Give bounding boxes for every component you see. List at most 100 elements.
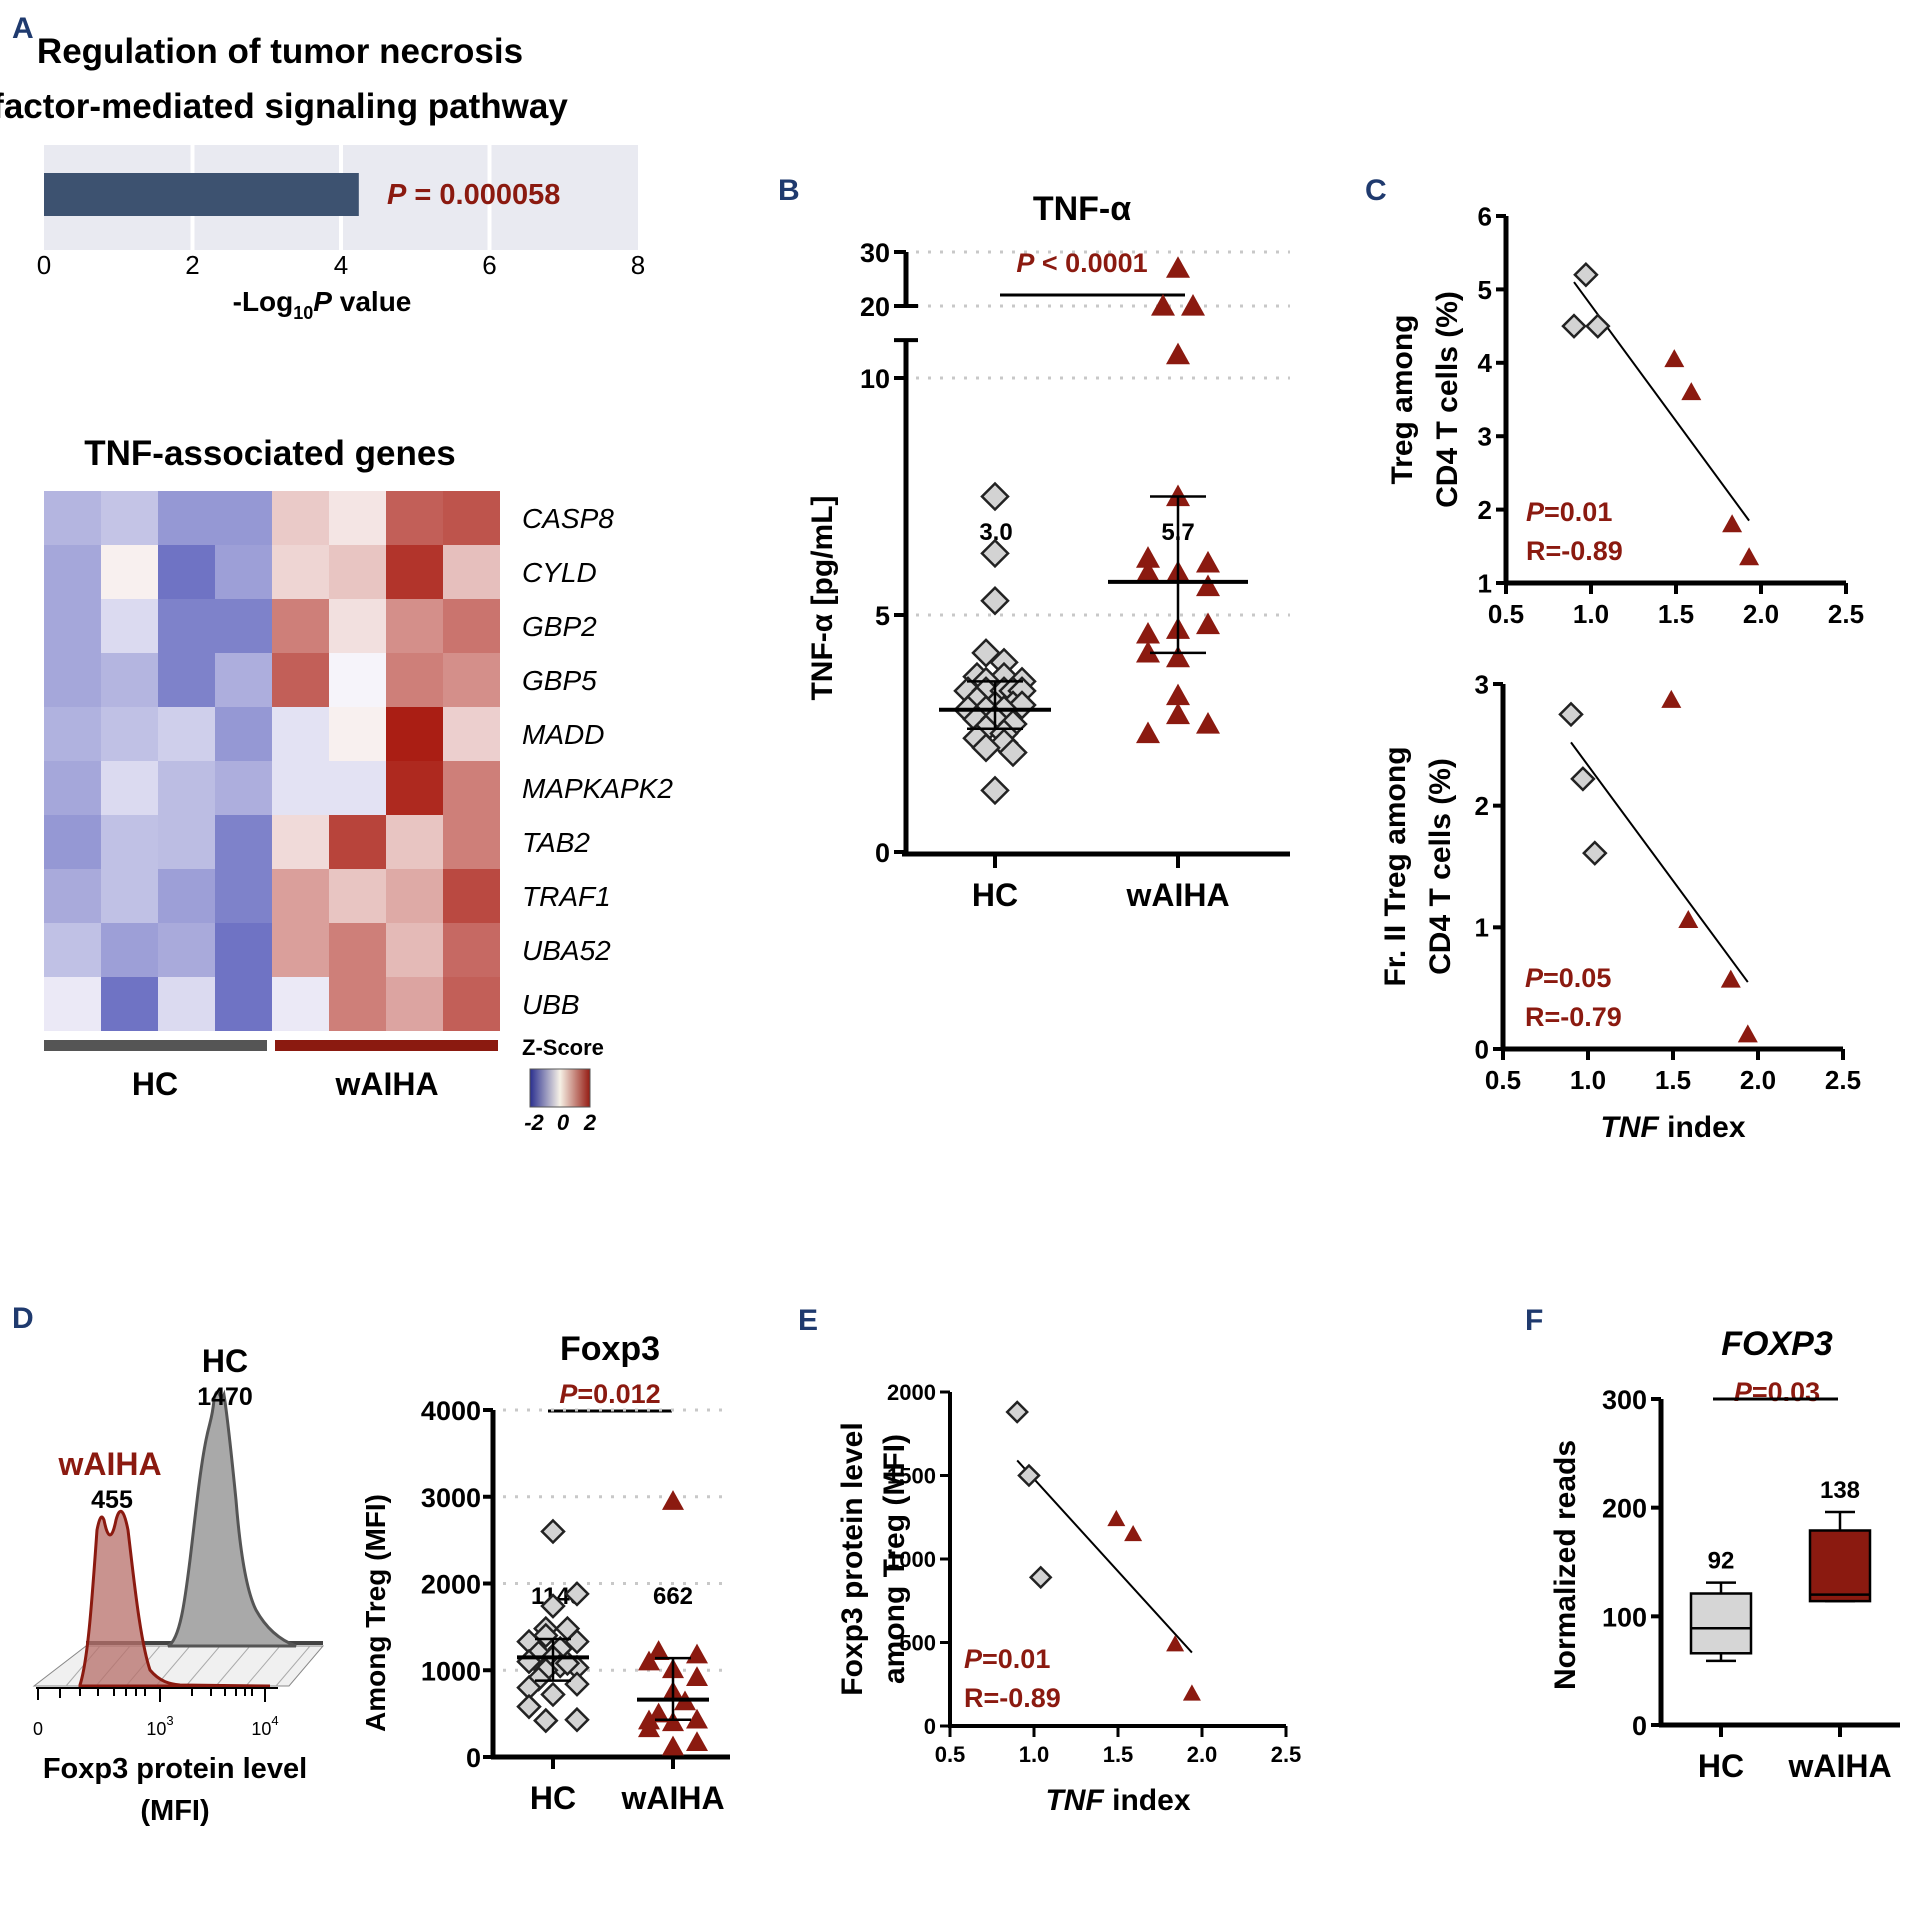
heatmap-row-label: UBB [522, 989, 580, 1020]
heatmap-cell [272, 599, 329, 653]
hc-data-point [971, 732, 1001, 763]
waiha-data-point [1722, 514, 1743, 533]
hc-data-point [564, 1671, 590, 1697]
bar-chart-xtick: 0 [37, 250, 51, 280]
heatmap-cell [329, 815, 386, 869]
waiha-data-point [638, 1717, 660, 1738]
p-value: =0.01 [1544, 497, 1612, 527]
x-tick-label: 1.0 [1019, 1742, 1050, 1767]
x-tick-label: 0.5 [1485, 1065, 1521, 1095]
bar-chart-xtick: 6 [482, 250, 496, 280]
y-axis-label: Fr. II Treg among [1379, 746, 1412, 986]
waiha-data-point [1196, 550, 1220, 573]
histogram-ticks [37, 1688, 266, 1702]
waiha-data-point [1196, 712, 1220, 734]
p-italic: P [559, 1379, 578, 1409]
heatmap-cell [215, 653, 272, 707]
panel-a-heatmap: TNF-associated genes CASP8 CYLD GBP2 GBP5 MA… [44, 434, 673, 1135]
histogram-xtick-0: 0 [33, 1719, 43, 1739]
waiha-data-point [1151, 294, 1175, 316]
r-value-annotation: R=-0.79 [1525, 1002, 1622, 1032]
waiha-data-point [1681, 382, 1702, 401]
waiha-data-point [1166, 702, 1190, 725]
hc-data-point [564, 1581, 590, 1607]
x-tick-label: HC [1698, 1748, 1744, 1784]
panel-b-p-annotation: P < 0.0001 [1016, 248, 1147, 278]
heatmap-title: TNF-associated genes [84, 434, 456, 473]
y-tick-label: 5 [1478, 275, 1492, 305]
y-tick-label: 2000 [421, 1570, 481, 1600]
bar-chart-xtick: 8 [631, 250, 645, 280]
heatmap-cell [443, 869, 500, 923]
heatmap-cell [386, 491, 443, 545]
heatmap-cell [101, 815, 158, 869]
hc-data-point [564, 1706, 590, 1733]
heatmap-cell [272, 977, 329, 1031]
waiha-data-point [662, 1490, 684, 1510]
heatmap-cell [215, 707, 272, 761]
x-tick-label: 1.5 [1655, 1065, 1691, 1095]
y-tick-label: 0 [466, 1743, 481, 1773]
heatmap-cell [329, 491, 386, 545]
panel-label-d: D [12, 1302, 34, 1335]
r-value-annotation: R=-0.89 [1526, 536, 1623, 566]
heatmap-cell [158, 545, 215, 599]
p-italic: P [1526, 497, 1545, 527]
histogram-floor-back [32, 1645, 325, 1687]
heatmap-cell [443, 923, 500, 977]
hc-data-point [540, 1681, 566, 1708]
waiha-data-point [1166, 256, 1190, 278]
x-tick-label: 1.0 [1573, 599, 1609, 629]
bar-chart-p-annotation: P = 0.000058 [387, 179, 560, 211]
waiha-data-point [662, 1711, 684, 1732]
p-italic: P [1525, 963, 1544, 993]
heatmap-cell [329, 599, 386, 653]
p-value: = 0.000058 [406, 179, 560, 211]
y-axis-label: CD4 T cells (%) [1424, 758, 1457, 975]
heatmap-cell [158, 761, 215, 815]
heatmap-cell [386, 869, 443, 923]
bar-chart-title-line1: Regulation of tumor necrosis [37, 32, 523, 71]
hc-data-point [980, 775, 1010, 806]
y-tick-label: 1000 [887, 1547, 936, 1572]
heatmap-cell [443, 599, 500, 653]
panel-b-dot-plot: TNF-α P < 0.0001 TNF-α [pg/mL] 3.0 5.7 0… [806, 190, 1290, 913]
panel-d-p-annotation: P=0.012 [559, 1379, 660, 1409]
panel-d-dot-plot: Foxp3 P=0.012 Among Treg (MFI) 1149 662 … [360, 1330, 730, 1816]
colorbar [529, 1068, 591, 1108]
hc-data-point [1582, 840, 1608, 866]
hc-data-point [1017, 1463, 1041, 1488]
heatmap-row-label: MAPKAPK2 [522, 773, 673, 804]
p-value-annotation: P=0.05 [1525, 963, 1611, 993]
waiha-data-point [1136, 546, 1160, 568]
colorbar-tick-min: -2 [524, 1110, 544, 1135]
x-tick-label: 2.5 [1271, 1742, 1302, 1767]
heatmap-cell [215, 599, 272, 653]
heatmap-cell [443, 815, 500, 869]
y-tick-label: 3000 [421, 1483, 481, 1513]
y-axis-label: Treg among [1386, 314, 1419, 484]
waiha-data-point [1737, 1024, 1758, 1043]
p-italic: P [387, 179, 407, 211]
waiha-data-point [1166, 645, 1190, 668]
panel-f-title: FOXP3 [1721, 1325, 1833, 1363]
heatmap-cell [386, 815, 443, 869]
heatmap-cell [101, 491, 158, 545]
histogram-xlabel-line2: (MFI) [140, 1795, 209, 1827]
y-tick-label: 500 [899, 1630, 936, 1655]
waiha-data-point [1182, 1684, 1201, 1701]
group-bar-hc [44, 1040, 267, 1051]
heatmap-cell [272, 923, 329, 977]
heatmap-cell [272, 761, 329, 815]
hc-data-point [1028, 1565, 1053, 1590]
xlabel-value: value [332, 286, 411, 317]
box [1689, 1592, 1753, 1655]
panel-f-ylabel: Normalized reads [1549, 1440, 1582, 1690]
y-tick-label: 30 [860, 238, 890, 268]
y-tick-label: 300 [1602, 1385, 1647, 1415]
heatmap-cell [44, 599, 101, 653]
colorbar-title: Z-Score [522, 1035, 604, 1060]
heatmap-cell [101, 923, 158, 977]
tick-base: 10 [251, 1719, 271, 1739]
x-tick-label: 1.5 [1103, 1742, 1134, 1767]
